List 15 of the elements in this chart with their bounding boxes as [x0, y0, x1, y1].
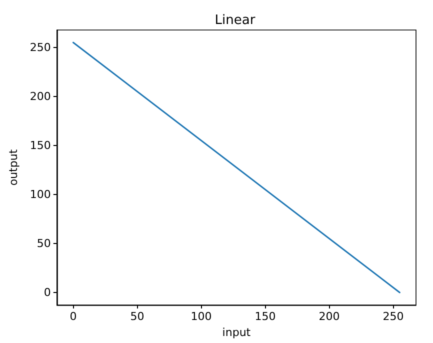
x-tick-label: 200 [318, 310, 340, 323]
y-tick-label: 150 [30, 138, 51, 152]
x-tick-label: 250 [382, 310, 404, 323]
y-axis-title: output [7, 148, 20, 186]
y-tick-label: 50 [36, 236, 51, 250]
x-tick-label: 0 [70, 310, 77, 323]
y-tick-label: 100 [30, 188, 51, 201]
y-tick-label: 0 [44, 286, 51, 299]
y-tick-label: 250 [30, 40, 51, 54]
x-tick-label: 100 [190, 310, 212, 323]
chart-title: Linear [214, 13, 256, 28]
x-tick-label: 50 [130, 310, 144, 323]
x-tick-label: 150 [254, 310, 276, 323]
x-axis-title: input [222, 326, 252, 339]
y-tick-label: 200 [30, 90, 51, 103]
